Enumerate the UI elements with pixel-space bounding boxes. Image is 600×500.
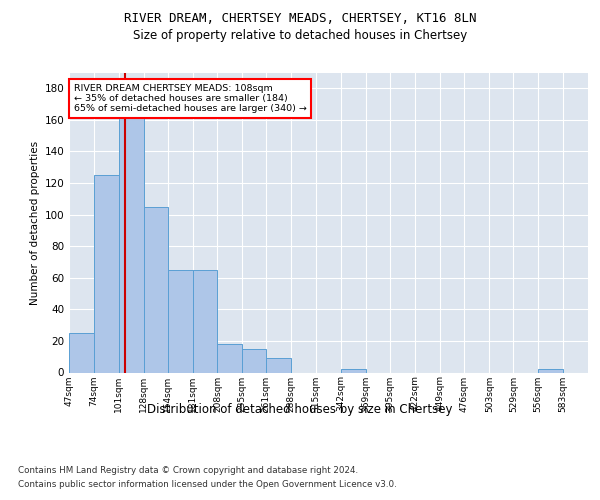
Text: Contains public sector information licensed under the Open Government Licence v3: Contains public sector information licen… [18,480,397,489]
Text: Size of property relative to detached houses in Chertsey: Size of property relative to detached ho… [133,29,467,42]
Text: RIVER DREAM, CHERTSEY MEADS, CHERTSEY, KT16 8LN: RIVER DREAM, CHERTSEY MEADS, CHERTSEY, K… [124,12,476,26]
Text: RIVER DREAM CHERTSEY MEADS: 108sqm
← 35% of detached houses are smaller (184)
65: RIVER DREAM CHERTSEY MEADS: 108sqm ← 35%… [74,84,307,114]
Bar [242,349,266,372]
Bar [193,270,217,372]
Text: Distribution of detached houses by size in Chertsey: Distribution of detached houses by size … [147,402,453,415]
Text: Contains HM Land Registry data © Crown copyright and database right 2024.: Contains HM Land Registry data © Crown c… [18,466,358,475]
Bar [341,370,366,372]
Bar [266,358,291,372]
Bar [143,206,167,372]
Bar [69,333,94,372]
Bar [167,270,193,372]
Bar [119,112,143,372]
Y-axis label: Number of detached properties: Number of detached properties [30,140,40,304]
Bar [94,175,119,372]
Bar [538,370,563,372]
Bar [217,344,242,372]
